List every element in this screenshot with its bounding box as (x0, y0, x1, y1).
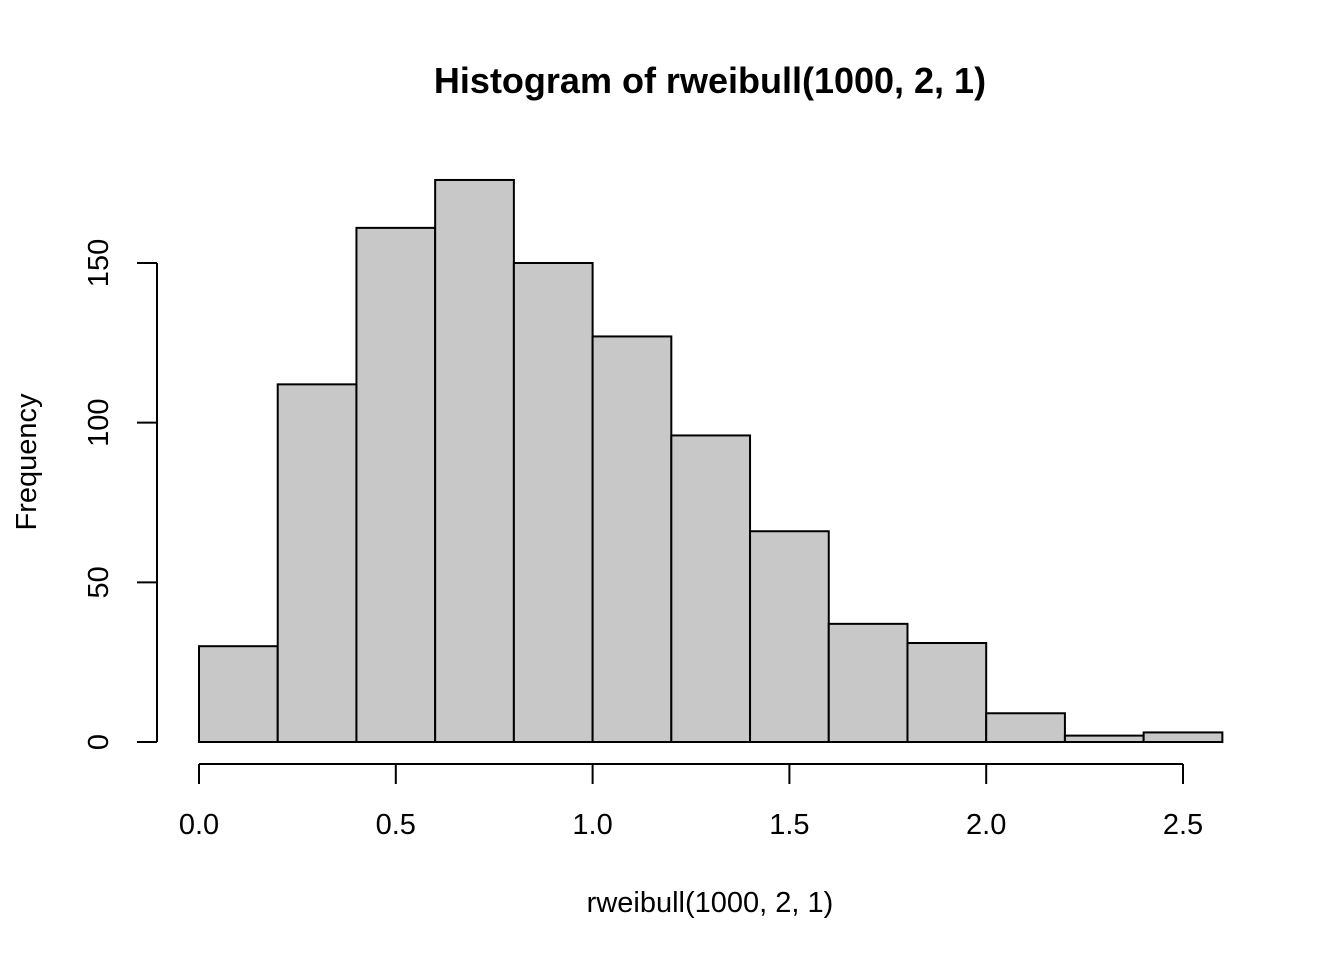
x-tick-label: 1.5 (769, 809, 809, 841)
histogram-bar-4 (512, 262, 594, 743)
x-tick-label: 0.0 (179, 809, 219, 841)
x-tick-label: 0.5 (376, 809, 416, 841)
histogram-bar-10 (985, 712, 1066, 744)
histogram-bar-12 (1142, 731, 1224, 743)
histogram-bar-2 (355, 226, 437, 743)
histogram-bars (198, 178, 1224, 744)
histogram-bar-1 (276, 383, 358, 743)
histogram-bar-11 (1063, 734, 1145, 744)
y-tick-label: 100 (83, 398, 115, 446)
histogram-bar-9 (906, 642, 988, 743)
histogram-bar-6 (670, 434, 752, 743)
histogram-bar-8 (827, 622, 909, 744)
x-tick-label: 1.0 (572, 809, 612, 841)
x-axis-label: rweibull(1000, 2, 1) (587, 887, 834, 919)
y-tick-label: 0 (83, 734, 115, 750)
x-axis: 0.0 0.5 1.0 1.5 2.0 2.5 (179, 763, 1203, 841)
histogram-bar-0 (198, 645, 279, 744)
histogram-bar-7 (749, 530, 830, 743)
x-tick-label: 2.5 (1163, 809, 1203, 841)
y-tick-label: 150 (83, 239, 115, 287)
histogram-bar-5 (591, 335, 673, 743)
histogram-bar-3 (434, 178, 515, 743)
y-tick-label: 50 (83, 566, 115, 598)
x-tick-label: 2.0 (966, 809, 1006, 841)
y-axis-label: Frequency (11, 393, 43, 531)
y-axis: 0 50 100 150 (83, 239, 158, 750)
chart-title: Histogram of rweibull(1000, 2, 1) (434, 60, 986, 101)
